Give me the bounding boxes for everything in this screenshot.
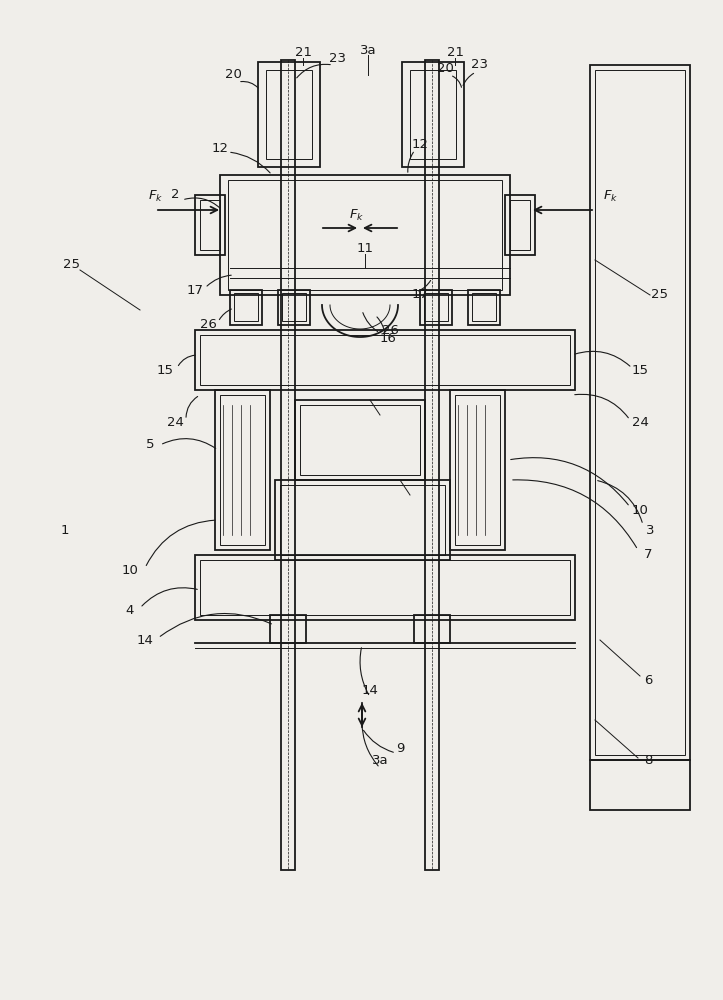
Bar <box>200 335 570 385</box>
Bar <box>595 70 685 755</box>
Text: 25: 25 <box>64 258 80 271</box>
Bar <box>455 395 500 545</box>
Text: 16: 16 <box>380 332 396 344</box>
Text: 20: 20 <box>437 62 453 75</box>
Bar <box>275 480 450 560</box>
Bar <box>425 60 439 870</box>
Text: 11: 11 <box>356 241 374 254</box>
Bar <box>266 70 312 159</box>
Text: 17: 17 <box>187 284 203 296</box>
Bar <box>200 560 570 615</box>
Text: 5: 5 <box>146 438 154 452</box>
Text: 2: 2 <box>171 188 179 202</box>
Bar <box>195 555 575 620</box>
Bar <box>230 290 262 325</box>
Text: 3a: 3a <box>359 43 376 56</box>
Text: 3: 3 <box>646 524 654 536</box>
Text: 21: 21 <box>294 45 312 58</box>
Bar <box>195 330 575 390</box>
Text: 23: 23 <box>471 58 489 72</box>
Bar <box>195 195 225 255</box>
Text: 23: 23 <box>328 51 346 64</box>
Bar <box>472 293 496 321</box>
Bar <box>220 395 265 545</box>
Bar <box>215 390 270 550</box>
Bar <box>281 60 295 870</box>
Text: 17: 17 <box>411 288 429 302</box>
Bar <box>278 290 310 325</box>
Text: 20: 20 <box>225 68 241 82</box>
Bar <box>295 400 425 480</box>
Text: 24: 24 <box>166 416 184 428</box>
Text: 15: 15 <box>631 363 649 376</box>
Text: 14: 14 <box>362 684 378 696</box>
Bar <box>282 293 306 321</box>
Text: 26: 26 <box>200 318 216 332</box>
Text: 14: 14 <box>137 634 153 647</box>
Bar <box>300 405 420 475</box>
Text: $F_k$: $F_k$ <box>349 207 364 223</box>
Text: $F_k$: $F_k$ <box>148 188 163 204</box>
Text: 26: 26 <box>382 324 398 336</box>
Bar <box>220 175 510 295</box>
Text: 15: 15 <box>156 363 174 376</box>
Bar <box>590 65 690 760</box>
Text: 6: 6 <box>643 674 652 686</box>
Text: 12: 12 <box>212 141 228 154</box>
Bar <box>468 290 500 325</box>
Bar <box>414 615 450 643</box>
Bar <box>424 293 448 321</box>
Bar <box>228 180 502 290</box>
Bar <box>200 200 220 250</box>
Bar <box>510 200 530 250</box>
Text: 24: 24 <box>632 416 649 428</box>
Bar <box>450 390 505 550</box>
Text: 9: 9 <box>395 742 404 754</box>
Bar <box>420 290 452 325</box>
Text: 25: 25 <box>651 288 669 302</box>
Text: 12: 12 <box>411 138 429 151</box>
Bar <box>258 62 320 167</box>
Bar <box>402 62 464 167</box>
Text: 10: 10 <box>121 564 138 576</box>
Text: 10: 10 <box>632 504 649 516</box>
Bar <box>234 293 258 321</box>
Text: 7: 7 <box>643 548 652 562</box>
Text: 1: 1 <box>61 524 69 536</box>
Text: $F_k$: $F_k$ <box>603 188 618 204</box>
Bar <box>590 760 690 810</box>
Bar <box>270 615 306 643</box>
Bar <box>280 485 445 555</box>
Bar <box>505 195 535 255</box>
Text: 8: 8 <box>643 754 652 766</box>
Text: 4: 4 <box>126 603 134 616</box>
Bar <box>410 70 456 159</box>
Text: 3a: 3a <box>372 754 388 766</box>
Text: 21: 21 <box>447 45 463 58</box>
